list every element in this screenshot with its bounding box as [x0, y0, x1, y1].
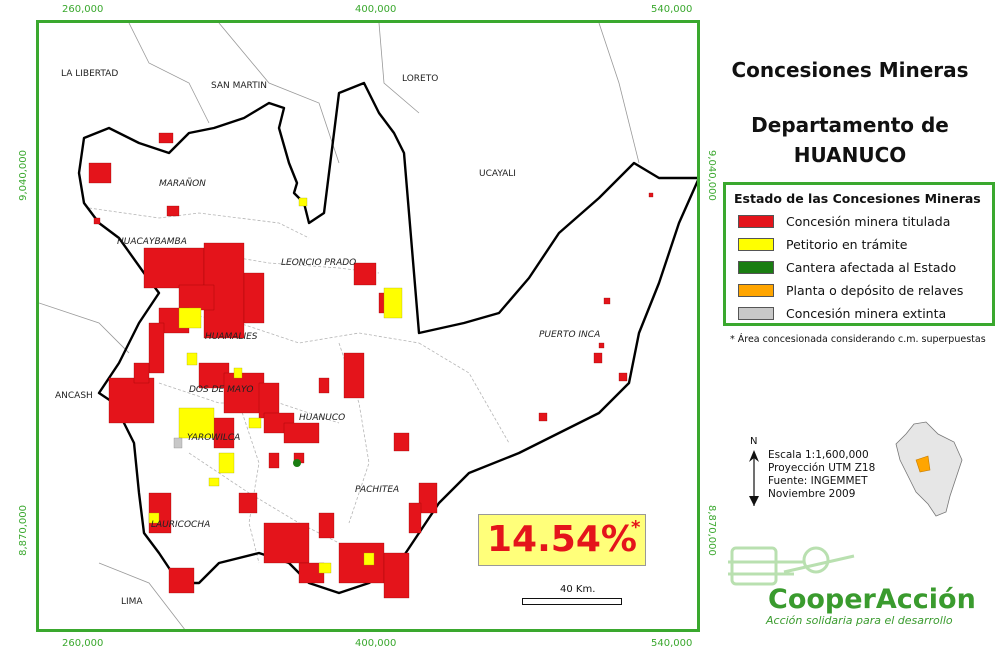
legend-label: Petitorio en trámite — [786, 236, 908, 252]
peru-inset-map — [895, 421, 963, 517]
meta-projection: Proyección UTM Z18 — [768, 462, 876, 474]
legend-swatch-red — [738, 214, 774, 228]
label-leoncio-prado: LEONCIO PRADO — [281, 258, 357, 268]
concessions-titled — [88, 132, 654, 599]
logo-name: CooperAcción — [768, 584, 976, 615]
label-huanuco: HUANUCO — [299, 413, 346, 423]
legend-item-plant: Planta o depósito de relaves — [738, 282, 963, 298]
legend-label: Concesión minera titulada — [786, 213, 951, 229]
legend-label: Concesión minera extinta — [786, 305, 947, 321]
legend-label: Cantera afectada al Estado — [786, 259, 957, 275]
label-ancash: ANCASH — [55, 391, 93, 401]
coord-right-1: 9,040,000 — [706, 150, 717, 201]
label-loreto: LORETO — [402, 74, 439, 84]
logo-tagline: Acción solidaria para el desarrollo — [766, 614, 953, 627]
map-subtitle: Departamento de HUANUCO — [710, 110, 990, 170]
percentage-asterisk: * — [631, 517, 641, 538]
legend-item-quarry: Cantera afectada al Estado — [738, 259, 956, 275]
label-puerto-inca: PUERTO INCA — [539, 330, 601, 340]
north-label: N — [750, 436, 758, 447]
concessions-pending — [148, 197, 403, 574]
meta-scale: Escala 1:1,600,000 — [768, 449, 869, 461]
legend-title: Estado de las Concesiones Mineras — [734, 191, 981, 206]
meta-source: Fuente: INGEMMET — [768, 475, 868, 487]
label-lima: LIMA — [121, 597, 143, 607]
label-pachitea: PACHITEA — [355, 485, 400, 495]
legend-swatch-orange — [738, 283, 774, 297]
coord-left-1: 9,040,000 — [18, 150, 29, 201]
legend-swatch-green — [738, 260, 774, 274]
coord-bottom-3: 540,000 — [651, 638, 693, 649]
concession-extinct — [173, 437, 183, 449]
label-san-martin: SAN MARTIN — [211, 81, 268, 91]
label-lauricocha: LAURICOCHA — [151, 520, 211, 530]
label-huamalies: HUAMALIES — [205, 332, 258, 342]
subtitle-line-1: Departamento de — [751, 113, 949, 137]
coord-top-2: 400,000 — [355, 4, 397, 15]
legend-swatch-gray — [738, 306, 774, 320]
label-la-libertad: LA LIBERTAD — [61, 69, 119, 79]
coord-top-1: 260,000 — [62, 4, 104, 15]
legend-item-pending: Petitorio en trámite — [738, 236, 907, 252]
legend: Estado de las Concesiones Mineras Conces… — [723, 182, 995, 326]
label-dos-de-mayo: DOS DE MAYO — [189, 385, 254, 395]
map-title: Concesiones Mineras — [731, 58, 969, 82]
quarry-marker — [293, 459, 301, 467]
coord-left-2: 8,870,000 — [18, 505, 29, 556]
coord-top-3: 540,000 — [651, 4, 693, 15]
legend-label: Planta o depósito de relaves — [786, 282, 964, 298]
percentage-box: 14.54% * — [478, 514, 646, 566]
coord-bottom-2: 400,000 — [355, 638, 397, 649]
legend-swatch-yellow — [738, 237, 774, 251]
label-yarowilca: YAROWILCA — [187, 433, 241, 443]
legend-item-extinct: Concesión minera extinta — [738, 305, 946, 321]
cooperaccion-logo-icon — [728, 546, 855, 586]
label-ucayali: UCAYALI — [479, 169, 516, 179]
coord-bottom-1: 260,000 — [62, 638, 104, 649]
scale-bar — [522, 598, 622, 605]
label-huacaybamba: HUACAYBAMBA — [117, 237, 187, 247]
map-canvas — [39, 23, 697, 629]
footnote: * Área concesionada considerando c.m. su… — [730, 334, 986, 345]
meta-date: Noviembre 2009 — [768, 488, 856, 500]
subtitle-line-2: HUANUCO — [793, 143, 907, 167]
legend-item-titled: Concesión minera titulada — [738, 213, 950, 229]
map-metadata: Escala 1:1,600,000 Proyección UTM Z18 Fu… — [768, 449, 875, 501]
neighbor-boundaries — [39, 23, 640, 629]
percentage-value: 14.54% — [487, 519, 637, 560]
coord-right-2: 8,870,000 — [706, 505, 717, 556]
label-maranon: MARAÑON — [159, 179, 206, 189]
scale-bar-label: 40 Km. — [560, 584, 596, 595]
north-arrow-icon — [749, 450, 759, 506]
